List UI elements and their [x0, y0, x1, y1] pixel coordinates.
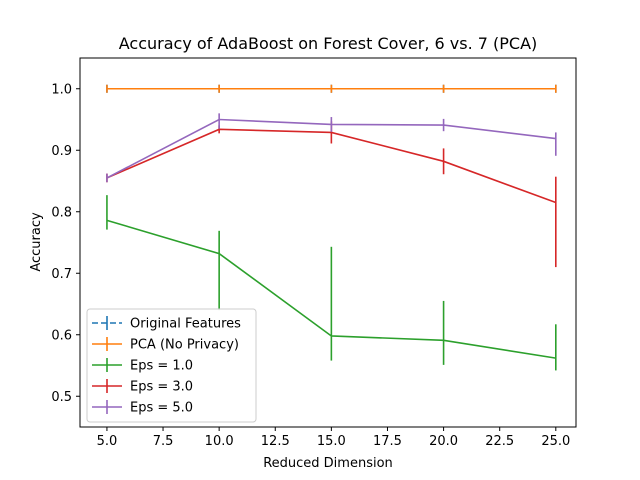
legend-label: PCA (No Privacy)	[130, 338, 239, 353]
x-tick-label: 10.0	[205, 434, 234, 449]
legend: Original Features PCA (No Privacy) Eps = 1…	[86, 308, 257, 423]
x-tick-label: 17.5	[373, 434, 402, 449]
y-axis-label: Accuracy	[29, 212, 44, 272]
legend-label: Eps = 3.0	[130, 380, 193, 395]
x-tick-label: 20.0	[429, 434, 458, 449]
x-tick-label: 22.5	[485, 434, 514, 449]
legend-box	[86, 308, 257, 423]
series-3	[106, 121, 557, 268]
x-tick-label: 7.5	[153, 434, 174, 449]
plot-series	[106, 84, 557, 371]
x-tick-label: 5.0	[97, 434, 118, 449]
x-tick-label: 12.5	[261, 434, 290, 449]
y-tick-label: 0.6	[51, 328, 72, 343]
y-tick-label: 0.5	[51, 390, 72, 405]
legend-label: Eps = 1.0	[130, 359, 193, 374]
x-ticks: 5.0 7.5 10.0 12.5 15.0 17.5 20.0 22.5 25.0	[97, 427, 570, 449]
series-4	[106, 113, 557, 183]
x-axis-label: Reduced Dimension	[263, 456, 393, 471]
plot-frame	[79, 57, 577, 428]
x-tick-label: 15.0	[317, 434, 346, 449]
legend-label: Original Features	[130, 317, 241, 332]
y-tick-label: 1.0	[51, 82, 72, 97]
series-2	[106, 195, 557, 371]
legend-label: Eps = 5.0	[130, 401, 193, 416]
y-ticks: 0.5 0.6 0.7 0.8 0.9 1.0	[51, 82, 80, 405]
series-1	[106, 84, 557, 93]
y-tick-label: 0.9	[51, 144, 72, 159]
y-tick-label: 0.8	[51, 205, 72, 220]
chart-title: Accuracy of AdaBoost on Forest Cover, 6 …	[119, 34, 538, 53]
x-tick-label: 25.0	[541, 434, 570, 449]
y-tick-label: 0.7	[51, 267, 72, 282]
